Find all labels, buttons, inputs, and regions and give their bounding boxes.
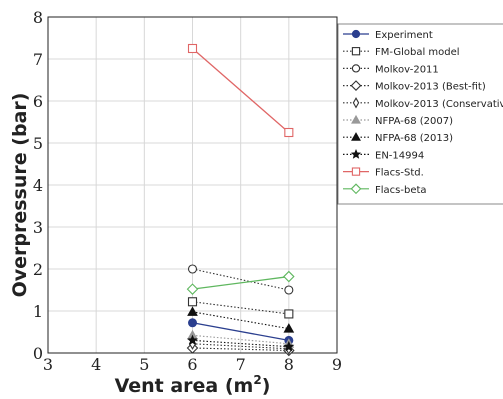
data-point [284, 285, 294, 295]
series-line [192, 268, 289, 291]
series-nfpa-68-2013 [187, 306, 295, 333]
legend-marker [351, 114, 361, 124]
data-point [187, 264, 198, 274]
y-axis-title: Overpressure (bar) [9, 93, 31, 298]
legend-item-flacs-beta: Flacs-beta [343, 183, 427, 196]
legend-label: Experiment [375, 30, 433, 41]
legend-item-molkov-2013-conservative: Molkov-2013 (Conservative) [343, 97, 503, 110]
series-line [192, 322, 289, 342]
grid-lines [47, 16, 338, 354]
series-en-14994 [186, 334, 295, 352]
legend-marker [351, 132, 361, 141]
x-axis-title: Vent area (m2) [115, 373, 271, 397]
series-flacs-std [187, 43, 294, 138]
data-point [186, 334, 199, 346]
data-point [283, 340, 295, 352]
y-tick-label: 7 [33, 50, 43, 69]
legend-item-en-14994: EN-14994 [343, 149, 424, 161]
data-point [284, 127, 294, 138]
legend-label: Flacs-Std. [375, 168, 424, 179]
legend-item-nfpa-68-2013: NFPA-68 (2013) [343, 132, 453, 144]
legend-marker [351, 47, 361, 56]
y-tick-label: 3 [33, 218, 43, 237]
legend-label: Flacs-beta [375, 185, 427, 196]
axis-ticks: 3 4 5 6 7 8 9 0 1 2 3 4 5 6 7 8 [33, 8, 342, 374]
legend-marker [350, 183, 362, 195]
legend-item-molkov-2011: Molkov-2011 [343, 64, 439, 75]
y-tick-label: 4 [33, 176, 43, 195]
data-point [283, 270, 295, 283]
legend-item-experiment: Experiment [343, 29, 433, 41]
data-point [186, 283, 199, 295]
legend-label: Molkov-2013 (Conservative) [375, 99, 503, 110]
y-tick-label: 6 [33, 92, 43, 111]
legend-item-molkov-2013-best-fit: Molkov-2013 (Best-fit) [343, 80, 486, 93]
series-line [192, 48, 290, 133]
legend-label: NFPA-68 (2013) [375, 133, 453, 144]
legend-marker [350, 80, 362, 91]
series-line [192, 311, 289, 330]
x-tick-label: 5 [139, 355, 149, 374]
x-tick-label: 4 [91, 355, 101, 374]
series-line [192, 334, 289, 345]
series-molkov-2011 [187, 264, 294, 295]
data-point [187, 297, 198, 307]
legend-item-flacs-std: Flacs-Std. [343, 167, 424, 179]
series-fm-global-model [187, 297, 294, 319]
y-tick-label: 5 [33, 134, 43, 153]
y-tick-label: 2 [33, 260, 43, 279]
legend-marker [351, 29, 361, 39]
legend-marker [352, 97, 360, 109]
data-point [188, 318, 197, 328]
legend-item-nfpa-68-2007: NFPA-68 (2007) [343, 114, 453, 127]
legend-label: NFPA-68 (2007) [375, 116, 453, 127]
x-tick-label: 6 [187, 355, 197, 374]
data-point [283, 323, 295, 333]
x-tick-label: 8 [284, 355, 294, 374]
legend: Experiment FM-Global model Molkov-2011 Molk… [337, 23, 503, 205]
x-tick-label: 9 [332, 355, 342, 374]
legend-label: EN-14994 [375, 150, 424, 161]
legend-label: Molkov-2013 (Best-fit) [375, 82, 486, 93]
series-layer [186, 43, 295, 357]
series-line [192, 301, 289, 315]
data-point [284, 309, 294, 319]
legend-label: Molkov-2011 [375, 64, 439, 75]
legend-marker [351, 64, 361, 73]
y-tick-label: 1 [33, 302, 43, 321]
y-tick-label: 8 [33, 8, 43, 27]
legend-box [337, 23, 503, 205]
legend-marker [351, 167, 361, 176]
series-flacs-beta [186, 270, 295, 295]
x-tick-label: 7 [236, 355, 246, 374]
data-point [187, 43, 198, 54]
data-point [187, 306, 198, 316]
series-line [192, 275, 289, 290]
legend-marker [350, 149, 362, 159]
x-tick-label: 3 [43, 355, 53, 374]
legend-item-fm-global-model: FM-Global model [343, 47, 460, 58]
legend-label: FM-Global model [375, 47, 460, 58]
y-tick-label: 0 [33, 344, 43, 363]
